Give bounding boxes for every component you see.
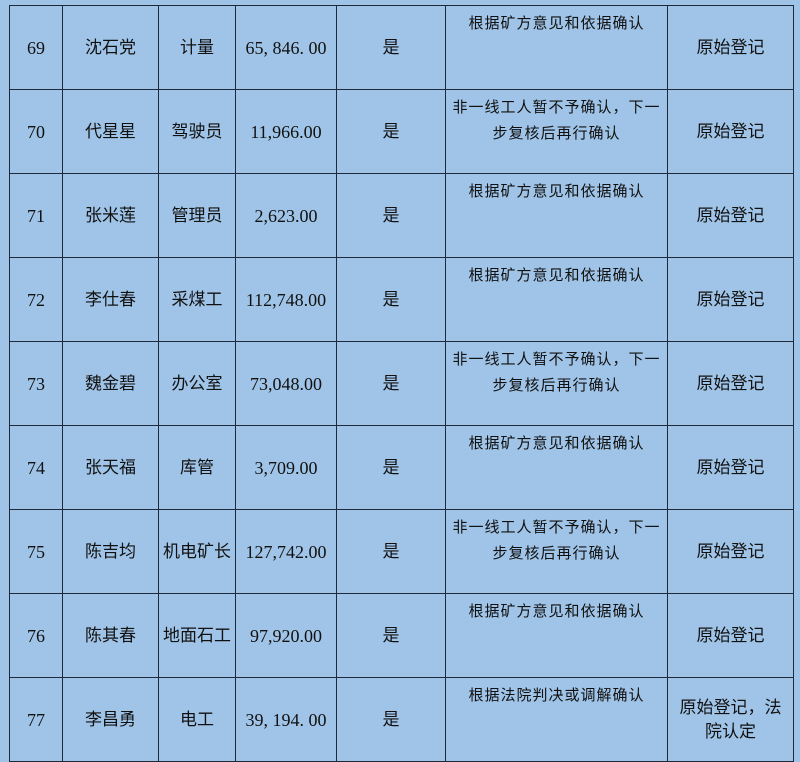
person-name-cell: 李仕春 [62,257,159,342]
person-name-cell: 沈石党 [62,5,159,90]
confirmed-flag-cell: 是 [336,341,446,426]
confirmed-flag-cell: 是 [336,257,446,342]
confirmed-flag-cell: 是 [336,89,446,174]
row-number-cell: 69 [9,5,63,90]
amount-cell: 39, 194. 00 [235,677,337,762]
confirmed-flag-cell: 是 [336,593,446,678]
job-title-cell: 库管 [158,425,236,510]
result-cell: 原始登记 [667,341,794,426]
job-title-cell: 管理员 [158,173,236,258]
job-title-cell: 电工 [158,677,236,762]
table-row: 75 陈吉均 机电矿长 127,742.00 是非一线工人暂不予确认，下一步复核后再行确… [9,509,794,594]
records-table: 69 沈石党 计量 65, 846. 00 是根据矿方意见和依据确认 原始登记 70 代星星驾… [9,5,794,762]
row-number-cell: 76 [9,593,63,678]
result-cell: 原始登记 [667,509,794,594]
person-name-cell: 魏金碧 [62,341,159,426]
review-note-cell: 非一线工人暂不予确认，下一步复核后再行确认 [445,89,668,174]
row-number-cell: 73 [9,341,63,426]
result-cell: 原始登记 [667,89,794,174]
person-name-cell: 代星星 [62,89,159,174]
job-title-cell: 办公室 [158,341,236,426]
result-cell: 原始登记 [667,593,794,678]
confirmed-flag-cell: 是 [336,509,446,594]
amount-cell: 97,920.00 [235,593,337,678]
row-number-cell: 77 [9,677,63,762]
row-number-cell: 75 [9,509,63,594]
review-note-cell: 非一线工人暂不予确认，下一步复核后再行确认 [445,509,668,594]
job-title-cell: 采煤工 [158,257,236,342]
person-name-cell: 李昌勇 [62,677,159,762]
row-number-cell: 72 [9,257,63,342]
amount-cell: 11,966.00 [235,89,337,174]
review-note-cell: 非一线工人暂不予确认，下一步复核后再行确认 [445,341,668,426]
amount-cell: 3,709.00 [235,425,337,510]
table-row: 73 魏金碧 办公室 73,048.00 是非一线工人暂不予确认，下一步复核后再行确认原… [9,341,794,426]
table-row: 74 张天福 库管 3,709.00 是根据矿方意见和依据确认 原始登记 [9,425,794,510]
job-title-cell: 地面石工 [158,593,236,678]
row-number-cell: 71 [9,173,63,258]
review-note-cell: 根据矿方意见和依据确认 [445,593,668,678]
result-cell: 原始登记 [667,5,794,90]
table-row: 72 李仕春 采煤工 112,748.00 是根据矿方意见和依据确认 原始登记 [9,257,794,342]
person-name-cell: 陈吉均 [62,509,159,594]
review-note-cell: 根据矿方意见和依据确认 [445,257,668,342]
confirmed-flag-cell: 是 [336,173,446,258]
person-name-cell: 张天福 [62,425,159,510]
row-number-cell: 74 [9,425,63,510]
result-cell: 原始登记 [667,173,794,258]
table-row: 76 陈其春 地面石工 97,920.00 是根据矿方意见和依据确认 原始登记 [9,593,794,678]
amount-cell: 127,742.00 [235,509,337,594]
result-cell: 原始登记 [667,257,794,342]
row-number-cell: 70 [9,89,63,174]
person-name-cell: 张米莲 [62,173,159,258]
review-note-cell: 根据矿方意见和依据确认 [445,5,668,90]
job-title-cell: 驾驶员 [158,89,236,174]
table-row: 69 沈石党 计量 65, 846. 00 是根据矿方意见和依据确认 原始登记 [9,5,794,90]
result-cell: 原始登记，法院认定 [667,677,794,762]
review-note-cell: 根据法院判决或调解确认 [445,677,668,762]
table-row: 71 张米莲 管理员 2,623.00 是根据矿方意见和依据确认 原始登记 [9,173,794,258]
amount-cell: 73,048.00 [235,341,337,426]
confirmed-flag-cell: 是 [336,677,446,762]
job-title-cell: 机电矿长 [158,509,236,594]
amount-cell: 2,623.00 [235,173,337,258]
amount-cell: 65, 846. 00 [235,5,337,90]
confirmed-flag-cell: 是 [336,425,446,510]
table-row: 70 代星星 驾驶员 11,966.00 是非一线工人暂不予确认，下一步复核后再行确认原… [9,89,794,174]
result-cell: 原始登记 [667,425,794,510]
review-note-cell: 根据矿方意见和依据确认 [445,425,668,510]
person-name-cell: 陈其春 [62,593,159,678]
amount-cell: 112,748.00 [235,257,337,342]
job-title-cell: 计量 [158,5,236,90]
confirmed-flag-cell: 是 [336,5,446,90]
table-row: 77 李昌勇 电工 39, 194. 00 是根据法院判决或调解确认 原始登记，法院认定 [9,677,794,762]
review-note-cell: 根据矿方意见和依据确认 [445,173,668,258]
